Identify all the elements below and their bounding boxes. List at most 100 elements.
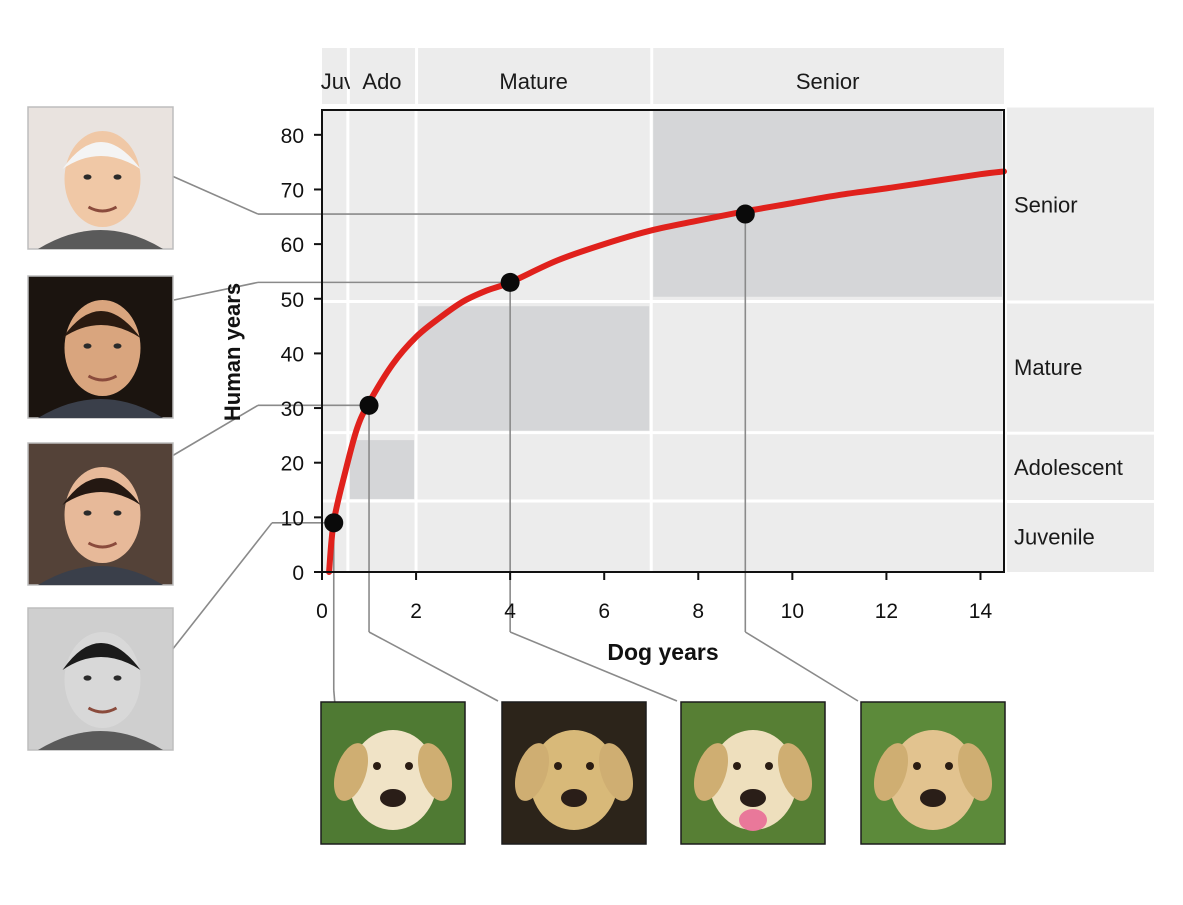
stage-box-2 [349,440,415,499]
dog-eye-right [586,762,594,770]
side-stage-band-3 [1007,502,1154,572]
leader-lines [171,175,859,706]
mouth [87,374,118,382]
mouth [87,205,118,213]
stage-bands: Juv Ado Mature Senior Senior Mature Adolescent… [321,48,1154,572]
dog-nose [561,789,587,807]
x-axis-title: Dog years [607,639,718,665]
side-stage-label: Adolescent [1014,455,1123,480]
young-dog-photo [501,701,647,845]
data-point [500,272,520,292]
side-stage-label: Mature [1014,355,1082,380]
puppy-photo [320,701,466,845]
x-tick-label: 0 [316,600,328,623]
y-tick-label: 40 [281,343,304,366]
human-leader-diag [171,404,259,457]
x-tick-label: 12 [875,600,898,623]
dog-eye-right [405,762,413,770]
top-stage-label: Juv [321,69,355,94]
side-stage-band-0 [1007,107,1154,301]
y-tick-label: 70 [281,179,304,202]
eye-right [113,675,122,681]
dog-ear-right [777,743,813,801]
dog-tongue [739,809,767,831]
adult-dog-photo [680,701,826,845]
side-stage-label: Senior [1014,192,1078,217]
shoulders-shape [38,731,163,750]
y-tick-label: 30 [281,398,304,421]
eye-left [83,174,92,180]
x-tick-label: 14 [969,600,993,623]
axes: 0 2 4 6 8 10 12 14 0 10 20 30 40 50 60 70 80 Dog years Hum… [220,109,1005,665]
y-tick-label: 0 [292,562,304,585]
dog-ear-right [957,743,993,801]
y-tick-label: 60 [281,234,304,257]
hair-shape [62,311,141,338]
shoulders-shape [38,566,163,585]
top-stage-label: Senior [796,69,860,94]
shoulders-shape [38,399,163,418]
x-tick-label: 6 [598,600,610,623]
dog-head [530,730,618,830]
top-stage-band-1 [349,48,416,104]
dog-eye-left [554,762,562,770]
shoulders-shape [38,230,163,249]
eye-right [113,343,122,349]
human-leader-diag [171,522,273,651]
mouth [87,706,118,714]
dog-ear-left [514,743,550,801]
mouth [87,541,118,549]
eye-right [113,510,122,516]
dog-eye-right [765,762,773,770]
stage-box-1 [418,306,650,431]
eye-left [83,510,92,516]
y-axis-title: Human years [220,283,245,421]
human-leader-diag [173,281,259,301]
y-tick-label: 20 [281,453,304,476]
dog-ear-left [693,743,729,801]
dog-nose [920,789,946,807]
dog-head [349,730,437,830]
data-point [735,204,755,224]
x-tick-label: 10 [781,600,804,623]
dog-eye-left [373,762,381,770]
y-tick-label: 50 [281,289,304,312]
old-dog-photo [860,701,1006,845]
top-stage-label: Mature [499,69,567,94]
top-stage-band-2 [418,48,651,104]
dog-leader-diag [744,631,859,702]
top-stage-band-3 [653,48,1004,104]
dog-leader-diag [368,631,499,702]
x-tick-label: 2 [410,600,422,623]
dog-ear-left [333,743,369,801]
x-tick-label: 8 [692,600,704,623]
dog-eye-left [733,762,741,770]
eye-left [83,343,92,349]
dog-head [889,730,977,830]
side-stage-band-1 [1007,303,1154,432]
top-stage-band-0 [322,48,347,104]
dog-ear-right [598,743,634,801]
hair-shape [62,142,141,169]
dog-eye-left [913,762,921,770]
data-point [359,395,379,415]
y-tick-label: 10 [281,507,304,530]
stage-box-0 [653,109,1002,297]
data-point [324,513,344,533]
human-leader-diag [171,175,259,215]
age-curve [324,168,1007,575]
dog-ear-right [417,743,453,801]
side-stage-band-2 [1007,434,1154,500]
plot-frame [321,109,1005,573]
dog-ear-left [873,743,909,801]
hair-shape [62,478,141,505]
eye-left [83,675,92,681]
dog-nose [740,789,766,807]
senior-man-photo [27,106,174,250]
child-photo [27,607,174,751]
plot-area [322,109,1004,572]
dog-nose [380,789,406,807]
dog-head [709,730,797,830]
y-tick-label: 80 [281,125,304,148]
